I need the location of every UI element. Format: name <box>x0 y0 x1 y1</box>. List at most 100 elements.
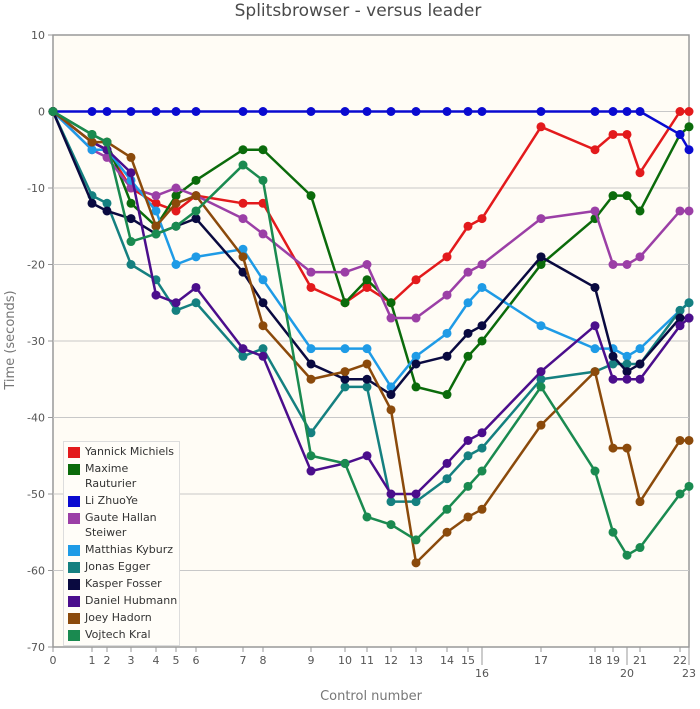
data-point <box>622 107 632 116</box>
data-point <box>171 298 181 308</box>
data-point <box>684 435 694 445</box>
data-point <box>675 435 685 445</box>
data-point <box>258 321 268 331</box>
y-tick-label: -50 <box>27 488 45 501</box>
legend-item[interactable]: Matthias Kyburz <box>64 541 179 558</box>
data-point <box>340 367 350 377</box>
legend-item[interactable]: Kasper Fosser <box>64 575 179 592</box>
data-point <box>536 367 546 377</box>
data-point <box>306 359 316 369</box>
x-tick-label: 1 <box>89 654 96 667</box>
data-point <box>386 298 396 308</box>
data-point <box>306 451 316 461</box>
data-point <box>171 221 181 231</box>
legend-swatch <box>68 464 80 475</box>
data-point <box>126 152 136 162</box>
data-point <box>386 520 396 530</box>
y-axis: 10 0 -10 -20 -30 -40 -50 -60 -70 <box>27 29 53 654</box>
x-tick-label: 20 <box>620 667 634 680</box>
legend-swatch <box>68 562 80 573</box>
data-point <box>171 183 181 193</box>
data-point <box>238 160 248 170</box>
legend-label: Kasper Fosser <box>85 577 162 590</box>
data-point <box>442 107 452 116</box>
legend-swatch <box>68 630 80 641</box>
data-point <box>306 344 316 354</box>
data-point <box>442 390 452 400</box>
data-point <box>126 107 136 116</box>
x-tick-label: 0 <box>50 654 57 667</box>
data-point <box>477 214 487 224</box>
legend-item[interactable]: Jonas Egger <box>64 558 179 575</box>
data-point <box>477 282 487 292</box>
x-tick-label: 23 <box>682 667 696 680</box>
series-yannick-michiels <box>48 107 694 308</box>
data-point <box>238 244 248 254</box>
legend-label: Gaute Hallan Steiwer <box>85 511 157 539</box>
series-maxime-rauturier <box>48 107 694 400</box>
data-point <box>590 321 600 331</box>
data-point <box>362 451 372 461</box>
legend-item[interactable]: Daniel Hubmann <box>64 592 179 609</box>
data-point <box>442 474 452 484</box>
data-point <box>340 374 350 384</box>
data-point <box>340 267 350 277</box>
x-tick-label: 19 <box>606 654 620 667</box>
data-point <box>536 214 546 224</box>
legend-label: Yannick Michiels <box>85 445 175 458</box>
data-point <box>191 252 201 262</box>
data-point <box>608 107 618 116</box>
data-point <box>362 275 372 285</box>
legend-item[interactable]: Gaute Hallan Steiwer <box>64 509 179 541</box>
data-point <box>675 129 685 139</box>
data-point <box>536 107 546 116</box>
data-point <box>463 451 473 461</box>
data-point <box>608 351 618 361</box>
x-tick-label: 15 <box>461 654 475 667</box>
data-point <box>608 359 618 369</box>
data-point <box>171 206 181 216</box>
data-point <box>258 275 268 285</box>
data-point <box>87 198 97 208</box>
data-point <box>675 321 685 331</box>
data-point <box>684 206 694 216</box>
data-point <box>48 107 58 116</box>
y-tick-label: 10 <box>31 29 45 42</box>
data-point <box>635 543 645 553</box>
legend-label: Matthias Kyburz <box>85 543 174 556</box>
data-point <box>386 405 396 415</box>
data-point <box>590 367 600 377</box>
data-point <box>340 344 350 354</box>
data-point <box>442 351 452 361</box>
legend-item[interactable]: Joey Hadorn <box>64 609 179 626</box>
data-point <box>477 260 487 269</box>
data-point <box>258 344 268 354</box>
data-point <box>191 206 201 216</box>
x-tick-label: 5 <box>173 654 180 667</box>
data-point <box>590 466 600 476</box>
data-point <box>536 122 546 132</box>
legend-label: Maxime Rauturier <box>85 462 137 490</box>
data-point <box>306 267 316 277</box>
legend-swatch <box>68 447 80 458</box>
series-group <box>48 107 694 568</box>
data-point <box>675 107 685 116</box>
x-tick-label: 13 <box>409 654 423 667</box>
data-point <box>411 275 421 285</box>
legend-item[interactable]: Yannick Michiels <box>64 443 179 460</box>
data-point <box>238 351 248 361</box>
data-point <box>386 489 396 499</box>
data-point <box>608 443 618 453</box>
data-point <box>258 175 268 185</box>
data-point <box>151 191 161 201</box>
data-point <box>590 344 600 354</box>
y-axis-label: Time (seconds) <box>3 290 18 390</box>
legend-item[interactable]: Maxime Rauturier <box>64 460 179 492</box>
legend-swatch <box>68 613 80 624</box>
x-tick-label: 2 <box>104 654 111 667</box>
legend-item[interactable]: Li ZhuoYe <box>64 492 179 509</box>
data-point <box>362 260 372 269</box>
x-tick-label: 17 <box>534 654 548 667</box>
data-point <box>102 198 112 208</box>
legend-item[interactable]: Vojtech Kral <box>64 626 179 643</box>
